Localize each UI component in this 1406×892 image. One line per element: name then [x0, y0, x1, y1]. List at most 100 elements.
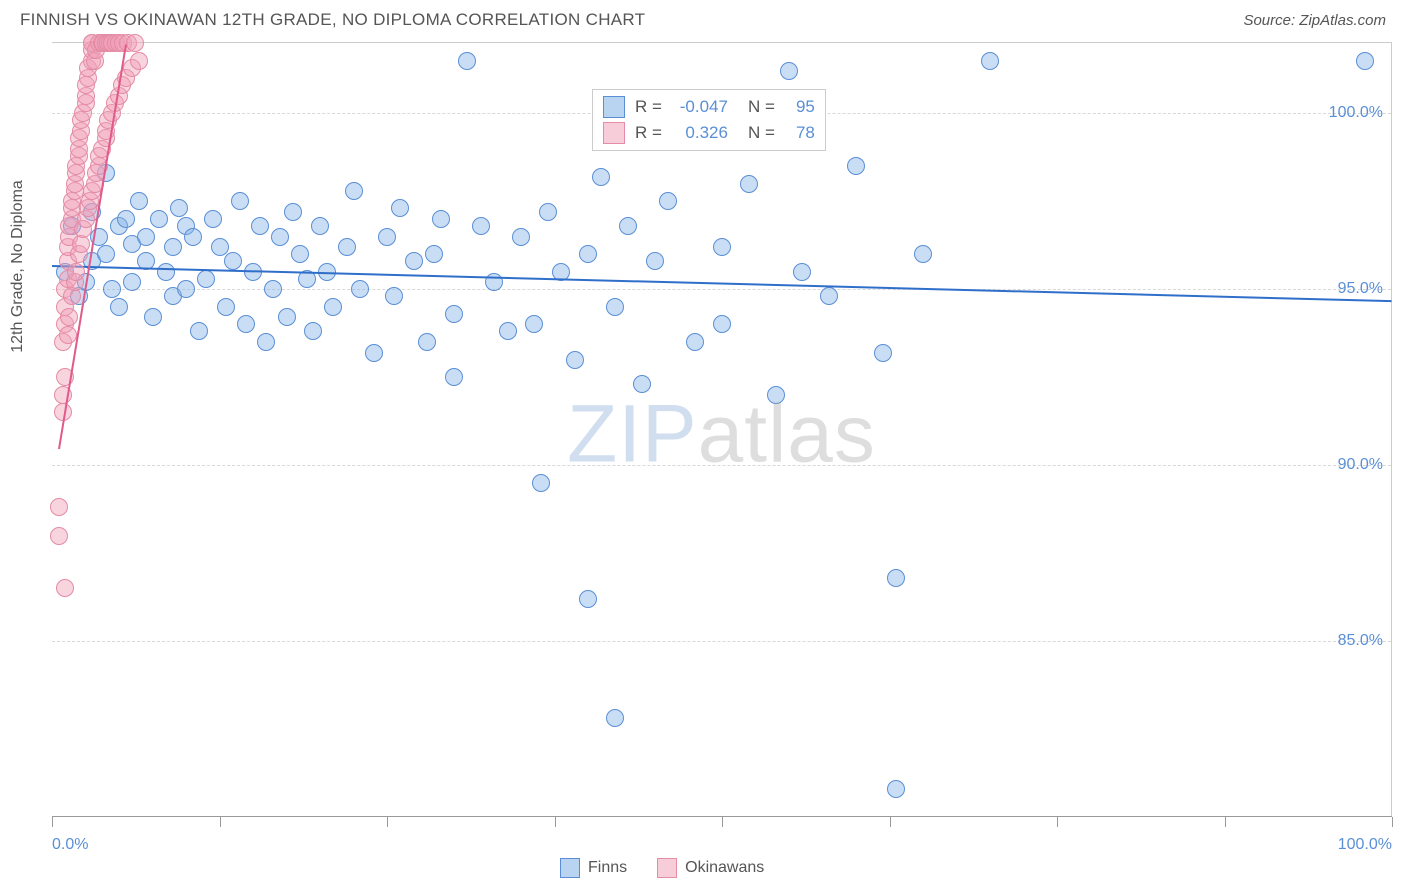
data-point: [780, 62, 798, 80]
data-point: [425, 245, 443, 263]
data-point: [539, 203, 557, 221]
data-point: [164, 238, 182, 256]
data-point: [981, 52, 999, 70]
data-point: [385, 287, 403, 305]
data-point: [197, 270, 215, 288]
data-point: [130, 192, 148, 210]
data-point: [126, 34, 144, 52]
data-point: [793, 263, 811, 281]
data-point: [311, 217, 329, 235]
data-point: [144, 308, 162, 326]
data-point: [592, 168, 610, 186]
data-point: [257, 333, 275, 351]
x-tick: [1057, 817, 1058, 827]
series-legend: FinnsOkinawans: [560, 858, 764, 878]
data-point: [914, 245, 932, 263]
data-point: [190, 322, 208, 340]
data-point: [659, 192, 677, 210]
data-point: [767, 386, 785, 404]
x-tick: [1392, 817, 1393, 827]
data-point: [606, 709, 624, 727]
data-point: [445, 305, 463, 323]
data-point: [137, 228, 155, 246]
data-point: [184, 228, 202, 246]
data-point: [291, 245, 309, 263]
data-point: [445, 368, 463, 386]
data-point: [130, 52, 148, 70]
data-point: [874, 344, 892, 362]
legend-swatch: [603, 122, 625, 144]
data-point: [1356, 52, 1374, 70]
x-min-label: 0.0%: [52, 836, 88, 854]
legend-row: R =0.326N =78: [603, 120, 815, 146]
legend-swatch: [603, 96, 625, 118]
data-point: [472, 217, 490, 235]
gridline: [52, 465, 1391, 466]
data-point: [324, 298, 342, 316]
data-point: [525, 315, 543, 333]
y-tick-label: 100.0%: [1329, 104, 1383, 122]
legend-item: Finns: [560, 858, 627, 878]
data-point: [224, 252, 242, 270]
data-point: [97, 245, 115, 263]
x-tick: [387, 817, 388, 827]
data-point: [157, 263, 175, 281]
data-point: [847, 157, 865, 175]
x-axis-labels: 0.0% 100.0%: [52, 836, 1392, 860]
chart-plot-area: 85.0%90.0%95.0%100.0% ZIPatlas R =-0.047…: [52, 42, 1392, 816]
data-point: [606, 298, 624, 316]
data-point: [579, 245, 597, 263]
data-point: [499, 322, 517, 340]
y-tick-label: 95.0%: [1338, 280, 1383, 298]
data-point: [150, 210, 168, 228]
data-point: [713, 238, 731, 256]
chart-title: FINNISH VS OKINAWAN 12TH GRADE, NO DIPLO…: [20, 10, 645, 30]
data-point: [177, 280, 195, 298]
data-point: [231, 192, 249, 210]
data-point: [251, 217, 269, 235]
data-point: [378, 228, 396, 246]
data-point: [304, 322, 322, 340]
data-point: [60, 308, 78, 326]
data-point: [418, 333, 436, 351]
data-point: [278, 308, 296, 326]
data-point: [123, 273, 141, 291]
data-point: [237, 315, 255, 333]
data-point: [170, 199, 188, 217]
data-point: [284, 203, 302, 221]
gridline: [52, 641, 1391, 642]
data-point: [633, 375, 651, 393]
legend-row: R =-0.047N =95: [603, 94, 815, 120]
data-point: [345, 182, 363, 200]
data-point: [512, 228, 530, 246]
legend-swatch: [560, 858, 580, 878]
data-point: [458, 52, 476, 70]
data-point: [566, 351, 584, 369]
data-point: [103, 280, 121, 298]
legend-r-label: R =: [635, 97, 662, 117]
x-tick: [220, 817, 221, 827]
x-tick: [1225, 817, 1226, 827]
y-tick-label: 90.0%: [1338, 456, 1383, 474]
legend-n-label: N =: [748, 123, 775, 143]
data-point: [740, 175, 758, 193]
gridline: [52, 289, 1391, 290]
data-point: [713, 315, 731, 333]
data-point: [338, 238, 356, 256]
data-point: [59, 326, 77, 344]
data-point: [117, 210, 135, 228]
x-tick: [890, 817, 891, 827]
data-point: [264, 280, 282, 298]
data-point: [432, 210, 450, 228]
data-point: [217, 298, 235, 316]
data-point: [211, 238, 229, 256]
data-point: [532, 474, 550, 492]
correlation-legend: R =-0.047N =95R =0.326N =78: [592, 89, 826, 151]
data-point: [67, 263, 85, 281]
legend-r-value: -0.047: [672, 97, 728, 117]
data-point: [887, 780, 905, 798]
data-point: [365, 344, 383, 362]
legend-r-value: 0.326: [672, 123, 728, 143]
data-point: [271, 228, 289, 246]
x-tick: [52, 817, 53, 827]
